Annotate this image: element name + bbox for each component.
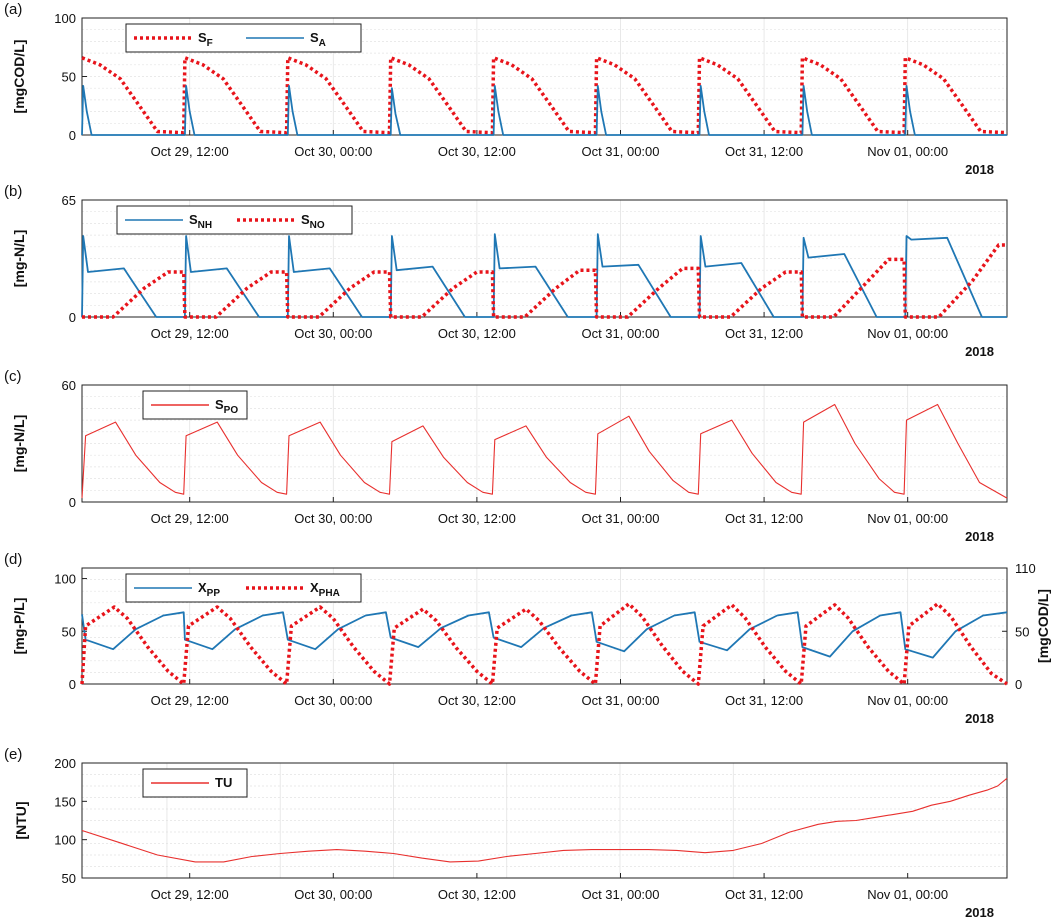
y-axis-label: [mg-N/L] [11,415,27,473]
y-tick-label: 0 [69,128,76,143]
axes-frame [81,384,1008,503]
series-line-no [82,243,1007,319]
y-tick-label: 100 [54,11,76,26]
series-f-legend-label: SF [198,30,213,49]
x-tick-label: Oct 31, 00:00 [581,326,659,341]
x-tick-label: Oct 31, 00:00 [581,887,659,902]
x-year-label: 2018 [965,711,994,726]
panel-label: (b) [4,183,22,200]
series-pha-legend-label: XPHA [310,580,340,599]
x-tick-label: Oct 31, 00:00 [581,511,659,526]
y-right-tick-label: 110 [1015,561,1036,576]
x-tick-label: Oct 30, 12:00 [438,887,516,902]
x-tick-label: Nov 01, 00:00 [867,693,948,708]
x-year-label: 2018 [965,905,994,920]
y-tick-label: 0 [69,310,76,325]
panel-5: (e) 50 100 150 200 [NTU] Oct 29, 12:00 Oct 30, … [4,746,1008,920]
series-line-f [81,56,1008,135]
y-tick-label: 60 [62,378,76,393]
axes-frame [81,567,1008,685]
x-tick-label: Oct 30, 00:00 [294,326,372,341]
panel-3: (c) 0 60 [mg-N/L] Oct 29, 12:00 Oct 30, 00:00… [4,368,1008,544]
y-axis-label: [mg-P/L] [11,598,27,655]
panel-label: (a) [4,1,22,18]
x-tick-label: Oct 30, 00:00 [294,693,372,708]
x-tick-label: Oct 31, 00:00 [581,693,659,708]
x-tick-label: Oct 30, 12:00 [438,511,516,526]
x-tick-label: Oct 30, 00:00 [294,511,372,526]
series-nh-legend-label: SNH [189,212,212,231]
panel-label: (c) [4,368,22,385]
x-tick-label: Nov 01, 00:00 [867,887,948,902]
x-tick-label: Oct 29, 12:00 [151,511,229,526]
y-axis-label: [NTU] [13,801,29,839]
y-tick-label: 50 [62,70,76,85]
y-tick-label: 100 [54,572,76,587]
x-tick-label: Oct 29, 12:00 [151,693,229,708]
x-tick-label: Oct 31, 00:00 [581,144,659,159]
axes-frame [81,762,1008,879]
panel-4: (d) 0 50 100 [mg-P/L] 0 50 110 [mgCOD/L] Oct 29, … [4,551,1051,726]
y-axis-label: [mg-N/L] [11,230,27,288]
series-line-po [81,403,1008,499]
y-tick-label: 200 [54,756,76,771]
x-tick-label: Oct 31, 12:00 [725,511,803,526]
x-year-label: 2018 [965,344,994,359]
y-right-axis-label: [mgCOD/L] [1035,589,1051,663]
y-tick-label: 150 [54,794,76,809]
series-line-pp [81,611,1008,659]
series-tu-legend-label: TU [215,775,232,790]
series-po-legend-label: SPO [215,397,238,416]
series-no-legend-label: SNO [301,212,325,231]
panel-label: (e) [4,746,22,763]
panel-2: (b) 0 65 [mg-N/L] Oct 29, 12:00 Oct 30, 00:00… [4,183,1008,359]
y-tick-label: 50 [62,871,76,886]
x-tick-label: Oct 31, 12:00 [725,144,803,159]
y-right-tick-label: 50 [1015,624,1029,639]
series-line-tu [81,777,1008,863]
series-line-a [81,85,1007,136]
y-tick-label: 0 [69,495,76,510]
x-tick-label: Oct 31, 12:00 [725,887,803,902]
x-tick-label: Nov 01, 00:00 [867,511,948,526]
x-tick-label: Nov 01, 00:00 [867,144,948,159]
panel-1: (a) 0 50 100 [mgCOD/L] Oct 29, 12:00 Oct 30, 0… [4,1,1008,177]
y-tick-label: 65 [62,193,76,208]
x-tick-label: Oct 29, 12:00 [151,887,229,902]
x-tick-label: Oct 30, 12:00 [438,144,516,159]
y-tick-label: 50 [62,624,76,639]
x-tick-label: Oct 30, 00:00 [294,887,372,902]
x-tick-label: Oct 30, 00:00 [294,144,372,159]
x-tick-label: Nov 01, 00:00 [867,326,948,341]
x-year-label: 2018 [965,529,994,544]
series-line-pha [80,602,1008,686]
x-tick-label: Oct 29, 12:00 [151,144,229,159]
x-tick-label: Oct 29, 12:00 [151,326,229,341]
x-tick-label: Oct 31, 12:00 [725,693,803,708]
y-axis-label: [mgCOD/L] [11,40,27,114]
y-tick-label: 0 [69,677,76,692]
x-year-label: 2018 [965,162,994,177]
x-tick-label: Oct 31, 12:00 [725,326,803,341]
y-tick-label: 100 [54,833,76,848]
series-line-nh [81,233,1007,318]
series-pp-legend-label: XPP [198,580,220,599]
series-a-legend-label: SA [310,30,326,49]
y-right-tick-label: 0 [1015,677,1022,692]
x-tick-label: Oct 30, 12:00 [438,693,516,708]
panel-label: (d) [4,551,22,568]
x-tick-label: Oct 30, 12:00 [438,326,516,341]
